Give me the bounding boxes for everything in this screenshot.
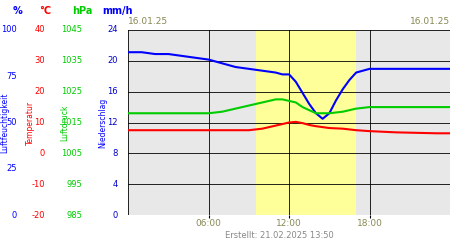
Text: Temperatur: Temperatur (26, 100, 35, 144)
Text: °C: °C (39, 6, 51, 16)
Text: 20: 20 (35, 87, 45, 96)
Text: 25: 25 (7, 164, 17, 173)
Text: 16.01.25: 16.01.25 (410, 17, 450, 26)
Text: 8: 8 (112, 149, 118, 158)
Text: 0: 0 (112, 210, 118, 220)
Text: 0: 0 (12, 210, 17, 220)
Text: 20: 20 (108, 56, 118, 65)
Text: -20: -20 (32, 210, 45, 220)
Text: 1045: 1045 (61, 26, 82, 35)
Text: Niederschlag: Niederschlag (98, 97, 107, 148)
Text: 0: 0 (40, 149, 45, 158)
Text: 30: 30 (34, 56, 45, 65)
Text: 985: 985 (67, 210, 82, 220)
Bar (256, 30, 356, 215)
Text: 1035: 1035 (61, 56, 82, 65)
Bar (128, 30, 256, 215)
Text: 1025: 1025 (61, 87, 82, 96)
Text: 1005: 1005 (61, 149, 82, 158)
Bar (356, 30, 450, 215)
Text: 75: 75 (6, 72, 17, 81)
Text: 16: 16 (107, 87, 118, 96)
Text: Luftdruck: Luftdruck (61, 104, 70, 141)
Text: 1015: 1015 (61, 118, 82, 127)
Text: %: % (12, 6, 22, 16)
Text: Erstellt: 21.02.2025 13:50: Erstellt: 21.02.2025 13:50 (225, 231, 333, 240)
Text: Luftfeuchtigkeit: Luftfeuchtigkeit (0, 92, 9, 153)
Text: 24: 24 (108, 26, 118, 35)
Text: 100: 100 (1, 26, 17, 35)
Text: 10: 10 (35, 118, 45, 127)
Text: hPa: hPa (72, 6, 93, 16)
Text: 995: 995 (67, 180, 82, 189)
Text: mm/h: mm/h (103, 6, 133, 16)
Text: 40: 40 (35, 26, 45, 35)
Text: 12: 12 (108, 118, 118, 127)
Text: 50: 50 (7, 118, 17, 127)
Text: -10: -10 (32, 180, 45, 189)
Text: 4: 4 (112, 180, 118, 189)
Text: 16.01.25: 16.01.25 (128, 17, 168, 26)
